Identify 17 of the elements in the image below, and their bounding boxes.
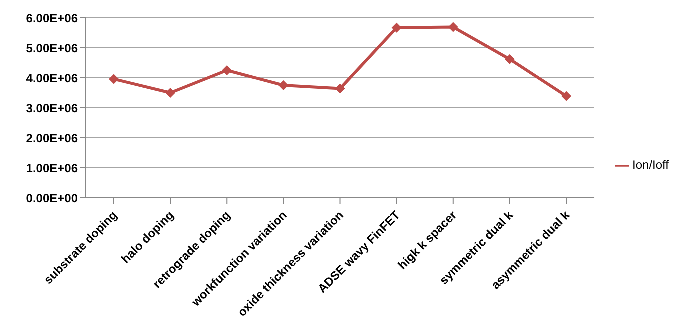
point bbox=[222, 66, 232, 76]
point bbox=[448, 22, 458, 32]
y-tick-label: 3.00E+06 bbox=[26, 101, 78, 116]
y-tick-label: 2.00E+06 bbox=[26, 131, 78, 146]
y-tick-label: 1.00E+06 bbox=[26, 161, 78, 176]
point bbox=[562, 91, 572, 102]
point bbox=[166, 88, 176, 98]
y-tick-label: 6.00E+06 bbox=[26, 11, 78, 26]
point bbox=[392, 22, 402, 33]
y-tick-label: 5.00E+06 bbox=[26, 41, 78, 56]
legend-label: Ion/Ioff bbox=[632, 158, 669, 172]
point bbox=[335, 84, 346, 94]
y-tick-label: 4.00E+06 bbox=[26, 71, 78, 86]
y-tick-label: 0.00E+00 bbox=[26, 191, 78, 206]
point bbox=[504, 54, 515, 64]
point bbox=[278, 80, 289, 90]
point bbox=[109, 74, 119, 84]
